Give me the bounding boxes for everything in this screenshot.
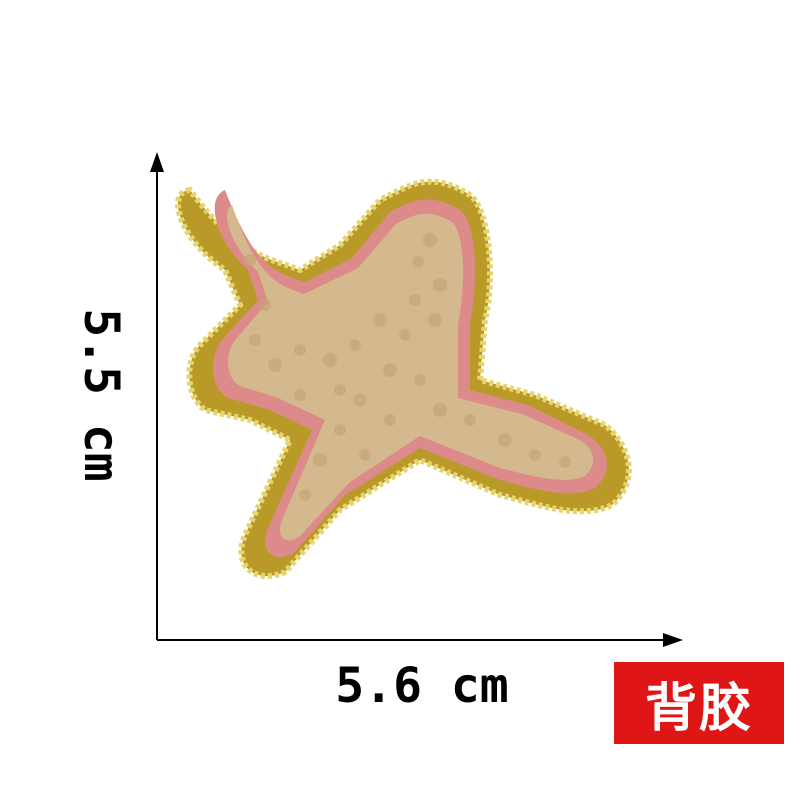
airplane-patch (178, 182, 629, 576)
width-axis-arrowhead (663, 633, 683, 647)
height-axis-arrowhead (150, 152, 164, 172)
width-measurement-label: 5.6 cm (335, 658, 508, 714)
adhesive-backing-badge: 背胶 (614, 662, 784, 744)
height-measurement-label: 5.5 cm (73, 308, 129, 481)
